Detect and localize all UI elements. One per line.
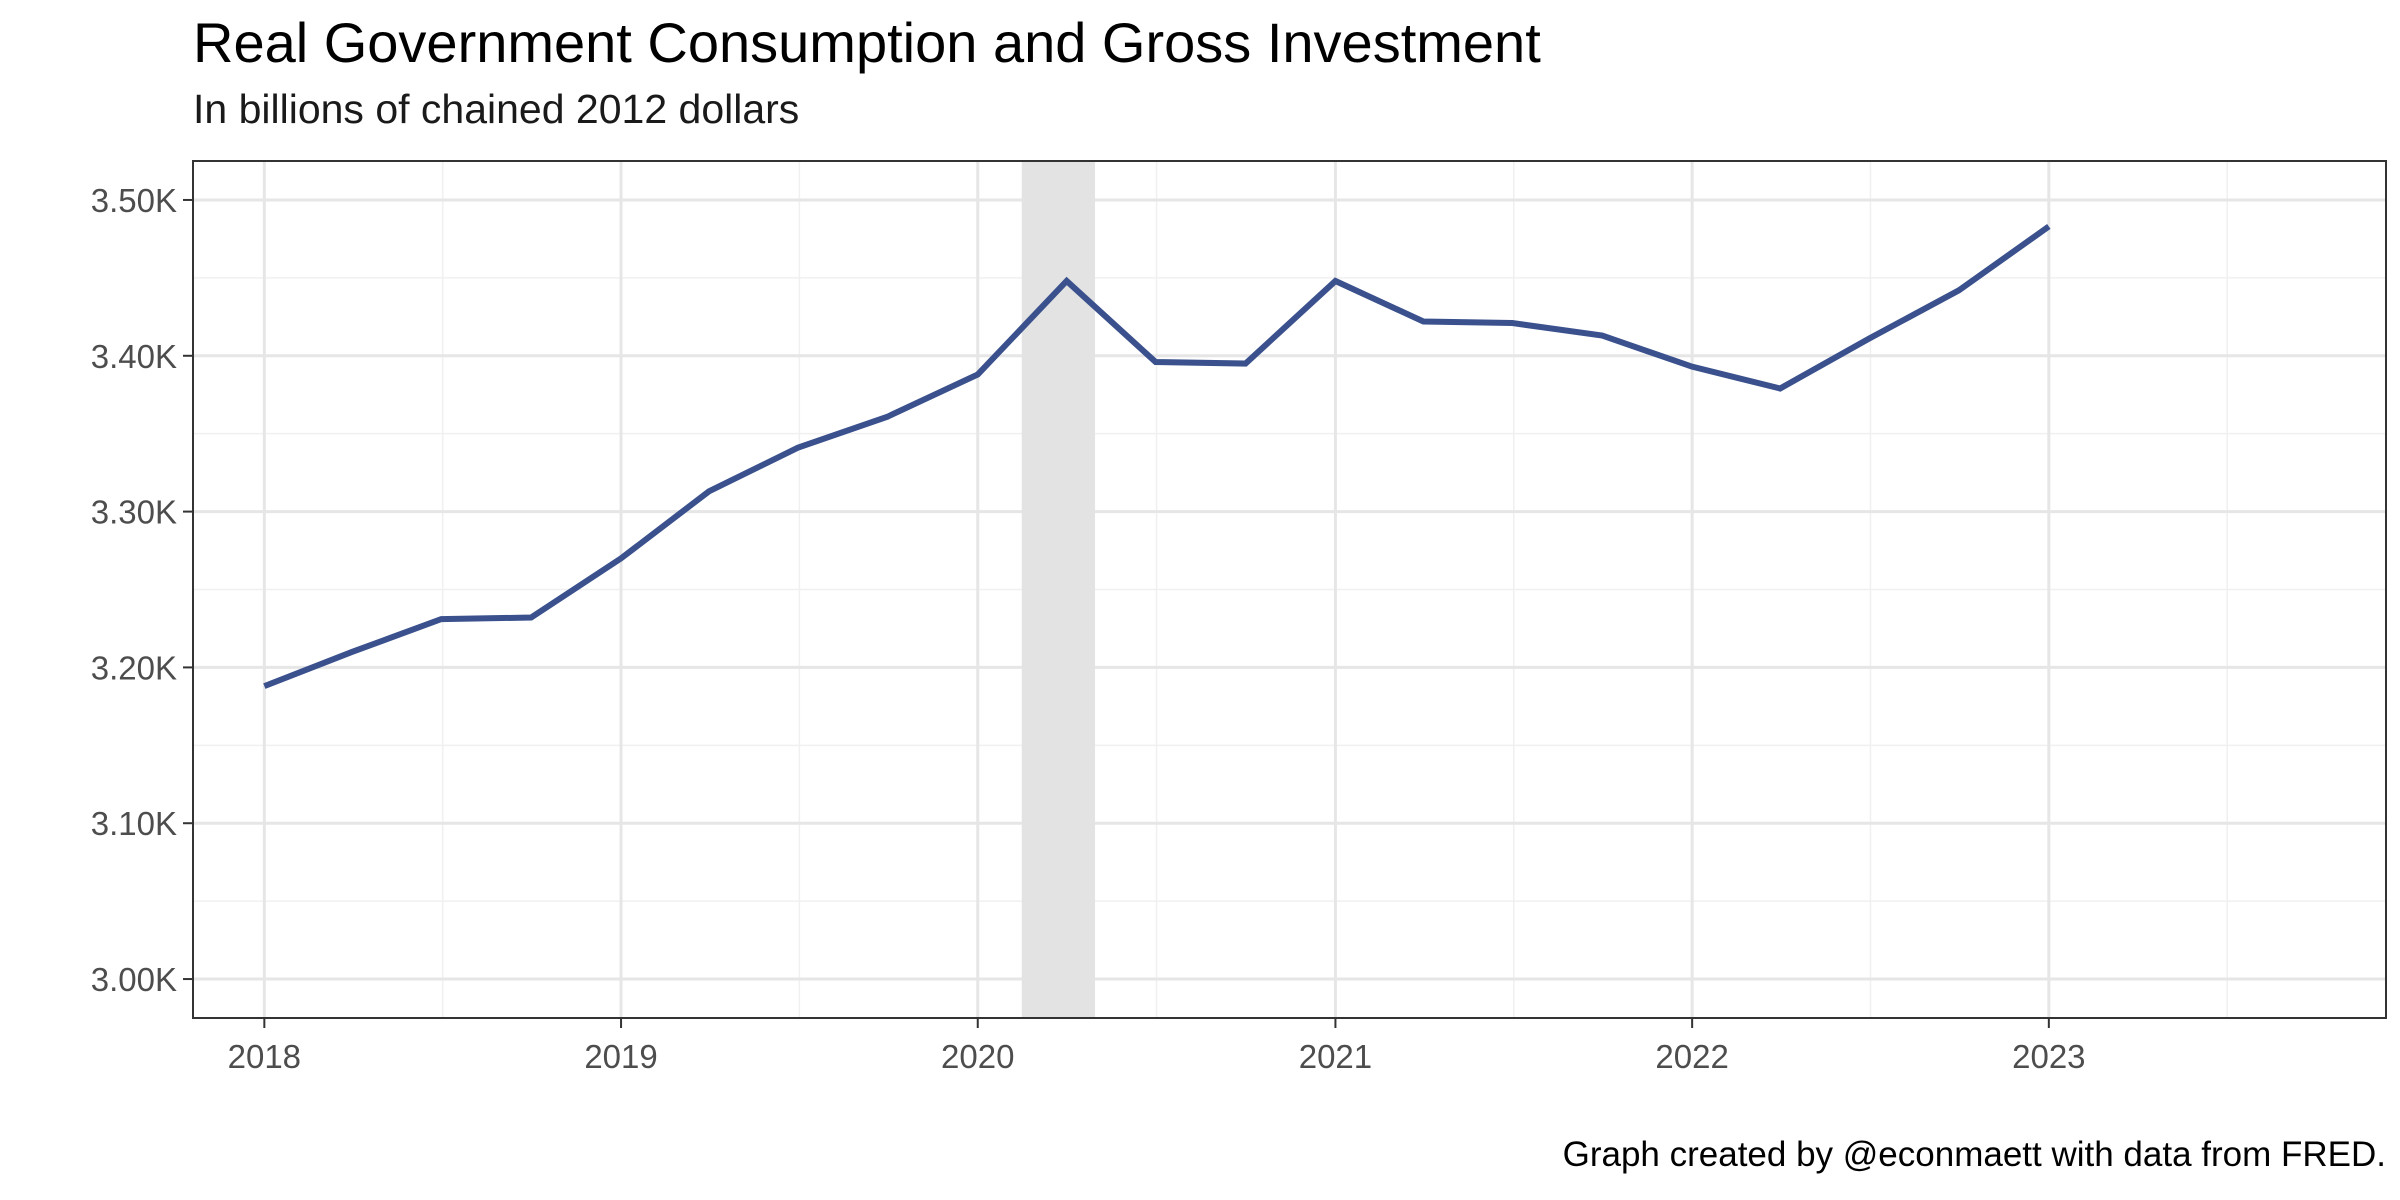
series-layer [263, 223, 2051, 689]
x-tick-label: 2022 [1655, 1038, 1728, 1075]
y-tick-label: 3.40K [91, 338, 177, 375]
chart-title: Real Government Consumption and Gross In… [193, 11, 1541, 74]
y-tick-label: 3.50K [91, 182, 177, 219]
y-tick-label: 3.10K [91, 805, 177, 842]
grid-layer [193, 161, 2386, 1018]
x-tick-label: 2019 [584, 1038, 657, 1075]
y-tick-label: 3.20K [91, 649, 177, 686]
x-tick-label: 2020 [941, 1038, 1014, 1075]
shaded-period-layer [1021, 161, 1096, 1018]
series-line [263, 223, 2051, 689]
y-tick-label: 3.30K [91, 494, 177, 531]
plot-panel-border [192, 160, 2387, 1019]
y-tick-label: 3.00K [91, 961, 177, 998]
recession-shading [1021, 161, 1096, 1018]
x-tick-label: 2018 [228, 1038, 301, 1075]
chart-caption: Graph created by @econmaett with data fr… [1562, 1135, 2386, 1174]
x-tick-label: 2023 [2012, 1038, 2085, 1075]
x-tick-label: 2021 [1299, 1038, 1372, 1075]
chart-subtitle: In billions of chained 2012 dollars [193, 86, 800, 132]
axis-layer: 3.00K 3.10K 3.20K 3.30K 3.40K 3.50K 2018 2019 20… [91, 182, 2086, 1075]
